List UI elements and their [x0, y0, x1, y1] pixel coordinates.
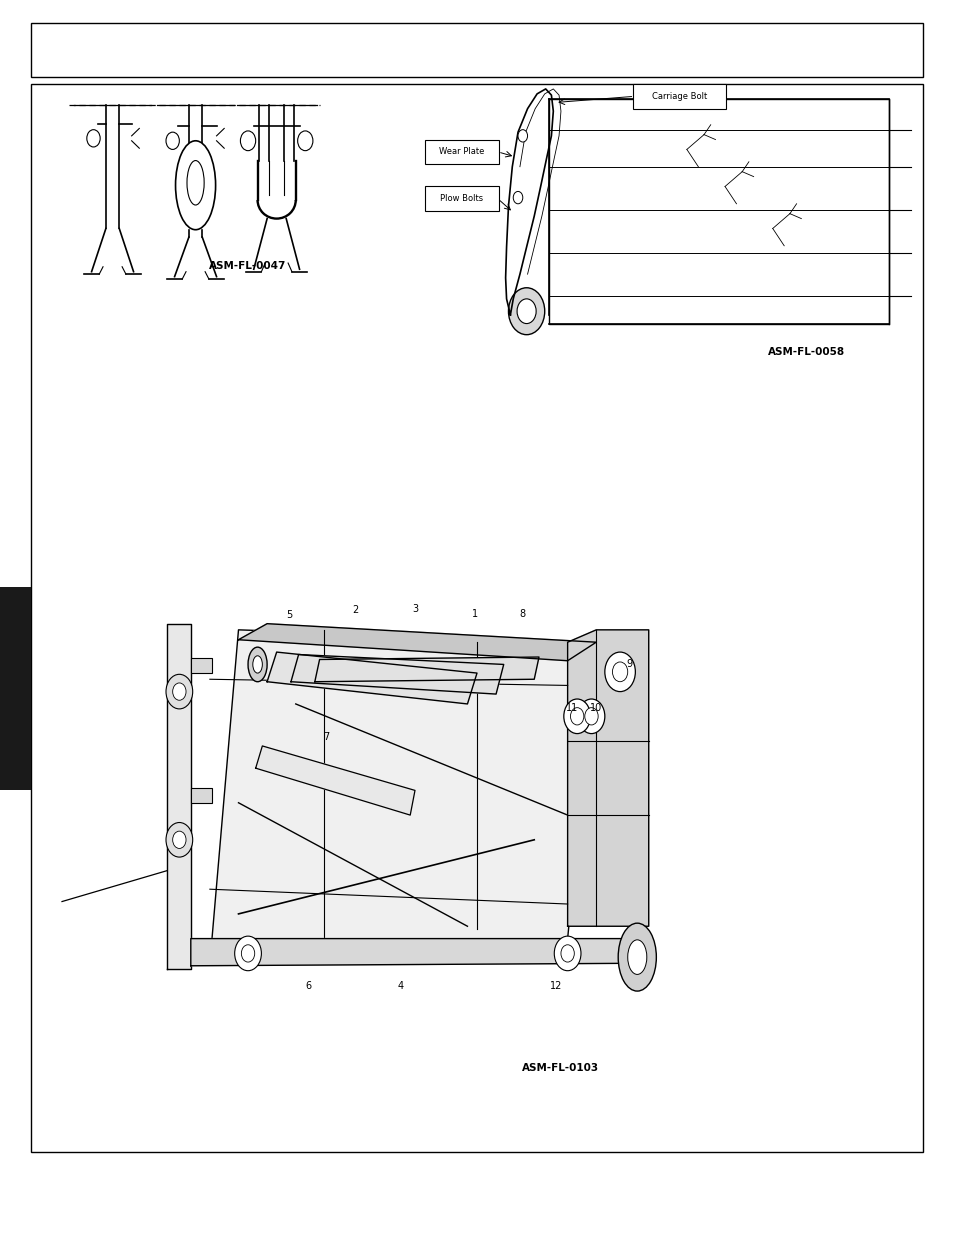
Circle shape	[166, 674, 193, 709]
Polygon shape	[505, 89, 553, 315]
Text: 2: 2	[353, 605, 358, 615]
Circle shape	[297, 131, 313, 151]
Circle shape	[234, 936, 261, 971]
Circle shape	[172, 683, 186, 700]
Circle shape	[166, 132, 179, 149]
Circle shape	[554, 936, 580, 971]
Text: 11: 11	[566, 703, 578, 713]
Polygon shape	[548, 99, 888, 324]
Text: 10: 10	[590, 703, 601, 713]
Text: Carriage Bolt: Carriage Bolt	[652, 91, 706, 101]
Bar	[191, 658, 212, 673]
Circle shape	[166, 823, 193, 857]
Text: ASM-FL-0047: ASM-FL-0047	[209, 261, 287, 270]
Bar	[0, 587, 30, 790]
Polygon shape	[191, 939, 648, 966]
Text: ASM-FL-0103: ASM-FL-0103	[522, 1063, 598, 1073]
Text: 5: 5	[286, 610, 292, 620]
Polygon shape	[238, 624, 596, 661]
Ellipse shape	[253, 656, 262, 673]
Text: ASM-FL-0058: ASM-FL-0058	[767, 347, 843, 357]
Polygon shape	[314, 657, 538, 682]
Text: 7: 7	[323, 732, 329, 742]
Text: Wear Plate: Wear Plate	[438, 147, 484, 157]
Text: 1: 1	[472, 609, 477, 619]
FancyBboxPatch shape	[425, 186, 498, 211]
Polygon shape	[167, 624, 191, 969]
Circle shape	[604, 652, 635, 692]
Ellipse shape	[517, 299, 536, 324]
Text: 3: 3	[412, 604, 417, 614]
Text: Plow Bolts: Plow Bolts	[439, 194, 483, 204]
Ellipse shape	[627, 940, 646, 974]
Text: 12: 12	[550, 981, 561, 990]
Circle shape	[560, 945, 574, 962]
FancyBboxPatch shape	[425, 140, 498, 164]
Text: 6: 6	[305, 981, 311, 990]
Circle shape	[612, 662, 627, 682]
Polygon shape	[567, 630, 648, 926]
Bar	[30, 84, 923, 1152]
Polygon shape	[210, 630, 596, 963]
Bar	[191, 788, 212, 803]
Ellipse shape	[248, 647, 267, 682]
Ellipse shape	[187, 161, 204, 205]
Text: 4: 4	[397, 981, 403, 990]
Circle shape	[241, 945, 254, 962]
Circle shape	[517, 130, 527, 142]
Circle shape	[570, 708, 583, 725]
Circle shape	[87, 130, 100, 147]
Polygon shape	[267, 652, 476, 704]
Bar	[30, 23, 923, 77]
Circle shape	[584, 708, 598, 725]
Circle shape	[240, 131, 255, 151]
Polygon shape	[255, 746, 415, 815]
Polygon shape	[291, 655, 503, 694]
Circle shape	[563, 699, 590, 734]
Text: 9: 9	[626, 659, 632, 669]
Ellipse shape	[618, 924, 656, 990]
Circle shape	[578, 699, 604, 734]
FancyBboxPatch shape	[633, 84, 725, 109]
Circle shape	[513, 191, 522, 204]
Text: 8: 8	[519, 609, 525, 619]
Ellipse shape	[175, 141, 215, 230]
Circle shape	[172, 831, 186, 848]
Ellipse shape	[508, 288, 544, 335]
